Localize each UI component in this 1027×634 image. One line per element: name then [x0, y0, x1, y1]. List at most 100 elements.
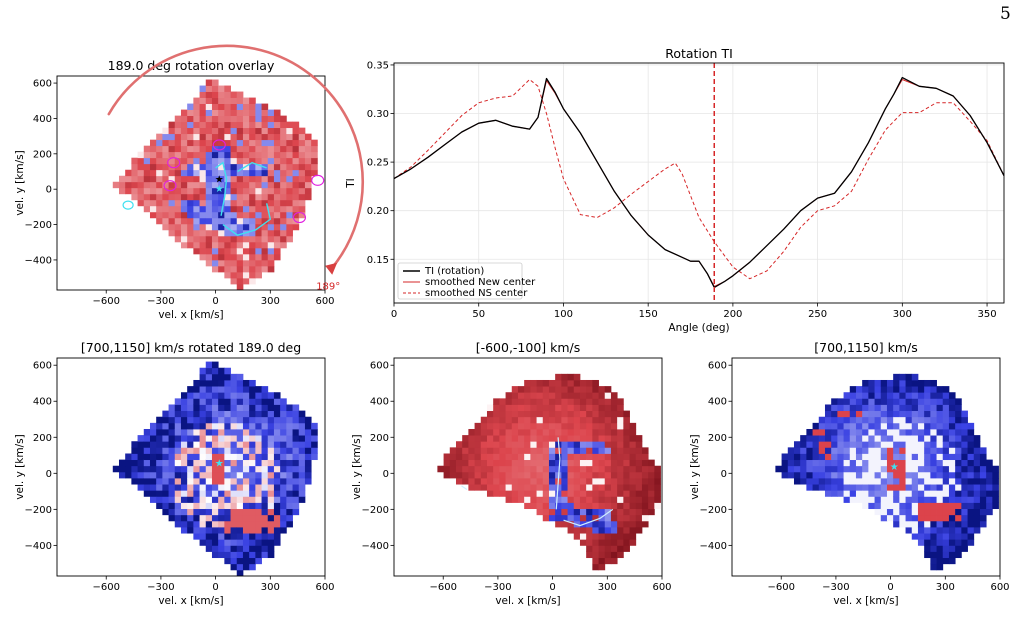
heatmap-cell: [187, 508, 194, 516]
heatmap-cell: [517, 496, 525, 503]
heatmap-cell: [168, 502, 176, 510]
heatmap-cell: [493, 490, 500, 497]
heatmap-cell: [224, 139, 231, 147]
heatmap-cell: [880, 404, 888, 412]
heatmap-cell: [812, 477, 820, 485]
heatmap-cell: [224, 109, 231, 117]
heatmap-cell: [236, 223, 244, 231]
heatmap-cell: [292, 157, 300, 165]
heatmap-cell: [242, 235, 250, 243]
heatmap-cell: [610, 441, 618, 448]
heatmap-cell: [592, 514, 599, 522]
heatmap-cell: [236, 496, 244, 503]
x-tick-label: 150: [639, 309, 658, 320]
heatmap-cell: [586, 459, 593, 467]
heatmap-cell: [623, 508, 630, 516]
heatmap-cell: [992, 496, 999, 503]
heatmap-cell: [156, 441, 163, 448]
heatmap-cell: [586, 441, 593, 448]
heatmap-cell: [230, 91, 238, 98]
heatmap-cell: [211, 247, 219, 255]
heatmap-cell: [273, 533, 281, 540]
heatmap-cell: [236, 181, 244, 189]
heatmap-cell: [511, 428, 519, 436]
heatmap-cell: [800, 447, 807, 454]
heatmap-cell: [598, 471, 606, 479]
heatmap-cell: [187, 527, 194, 534]
heatmap-cell: [224, 223, 231, 231]
x-tick-label: −300: [822, 582, 849, 593]
heatmap-cell: [156, 205, 163, 213]
heatmap-cell: [592, 435, 599, 442]
heatmap-cell: [218, 139, 225, 147]
heatmap-cell: [267, 539, 275, 546]
heatmap-cell: [261, 223, 269, 231]
heatmap-cell: [561, 379, 568, 387]
heatmap-cell: [199, 151, 207, 159]
heatmap-cell: [211, 508, 219, 516]
heatmap-cell: [874, 398, 882, 405]
heatmap-cell: [604, 398, 612, 405]
heatmap-cell: [224, 398, 231, 405]
heatmap-cell: [230, 539, 238, 546]
heatmap-cell: [162, 508, 169, 516]
heatmap-cell: [874, 484, 882, 491]
x-tick-label: −600: [767, 582, 794, 593]
heatmap-cell: [955, 551, 962, 559]
heatmap-cell: [193, 459, 200, 467]
heatmap-cell: [598, 441, 606, 448]
heatmap-cell: [886, 471, 894, 479]
heatmap-cell: [131, 459, 138, 467]
heatmap-cell: [193, 169, 200, 177]
heatmap-cell: [218, 422, 225, 430]
heatmap-cell: [236, 97, 244, 104]
heatmap-cell: [255, 217, 262, 225]
heatmap-cell: [849, 484, 857, 491]
heatmap-cell: [610, 551, 618, 559]
heatmap-cell: [517, 386, 525, 393]
heatmap-cell: [292, 447, 300, 454]
heatmap-cell: [629, 477, 637, 485]
heatmap-cell: [880, 386, 888, 393]
heatmap-cell: [224, 271, 231, 279]
heatmap-cell: [224, 175, 231, 183]
heatmap-cell: [862, 428, 869, 436]
heatmap-cell: [218, 539, 225, 546]
heatmap-cell: [230, 441, 238, 448]
heatmap-cell: [242, 259, 250, 267]
heatmap-cell: [199, 392, 207, 399]
heatmap-cell: [493, 447, 500, 454]
y-tick-label: −400: [700, 541, 727, 552]
ti-plot: 0 50 100 150 200 250 300 3500.150.200.250.300.3…: [345, 46, 1005, 334]
heatmap-cell: [967, 435, 975, 442]
heatmap-cell: [967, 527, 975, 534]
heatmap-cell: [480, 471, 488, 479]
heatmap-cell: [249, 121, 256, 129]
heatmap-cell: [623, 453, 630, 461]
heatmap-cell: [267, 187, 275, 195]
heatmap-cell: [899, 441, 906, 448]
heatmap-cell: [592, 410, 599, 418]
heatmap-cell: [561, 459, 568, 467]
heatmap-cell: [267, 235, 275, 243]
heatmap-cell: [930, 392, 937, 399]
heatmap-cell: [930, 379, 937, 387]
heatmap-cell: [193, 133, 200, 141]
heatmap-cell: [942, 508, 950, 516]
heatmap-cell: [292, 465, 300, 473]
heatmap-cell: [462, 465, 469, 473]
heatmap-cell: [174, 459, 182, 467]
heatmap-cell: [886, 379, 894, 387]
heatmap-cell: [880, 453, 888, 461]
heatmap-cell: [174, 127, 182, 135]
heatmap-cell: [149, 465, 157, 473]
heatmap-cell: [886, 514, 894, 522]
heatmap-cell: [924, 533, 931, 540]
heatmap-cell: [604, 459, 612, 467]
heatmap-cell: [224, 187, 231, 195]
heatmap-cell: [604, 539, 612, 546]
heatmap-cell: [486, 428, 494, 436]
heatmap-cell: [211, 404, 219, 412]
y-tick-label: 400: [370, 397, 389, 408]
heatmap-cell: [218, 379, 225, 387]
